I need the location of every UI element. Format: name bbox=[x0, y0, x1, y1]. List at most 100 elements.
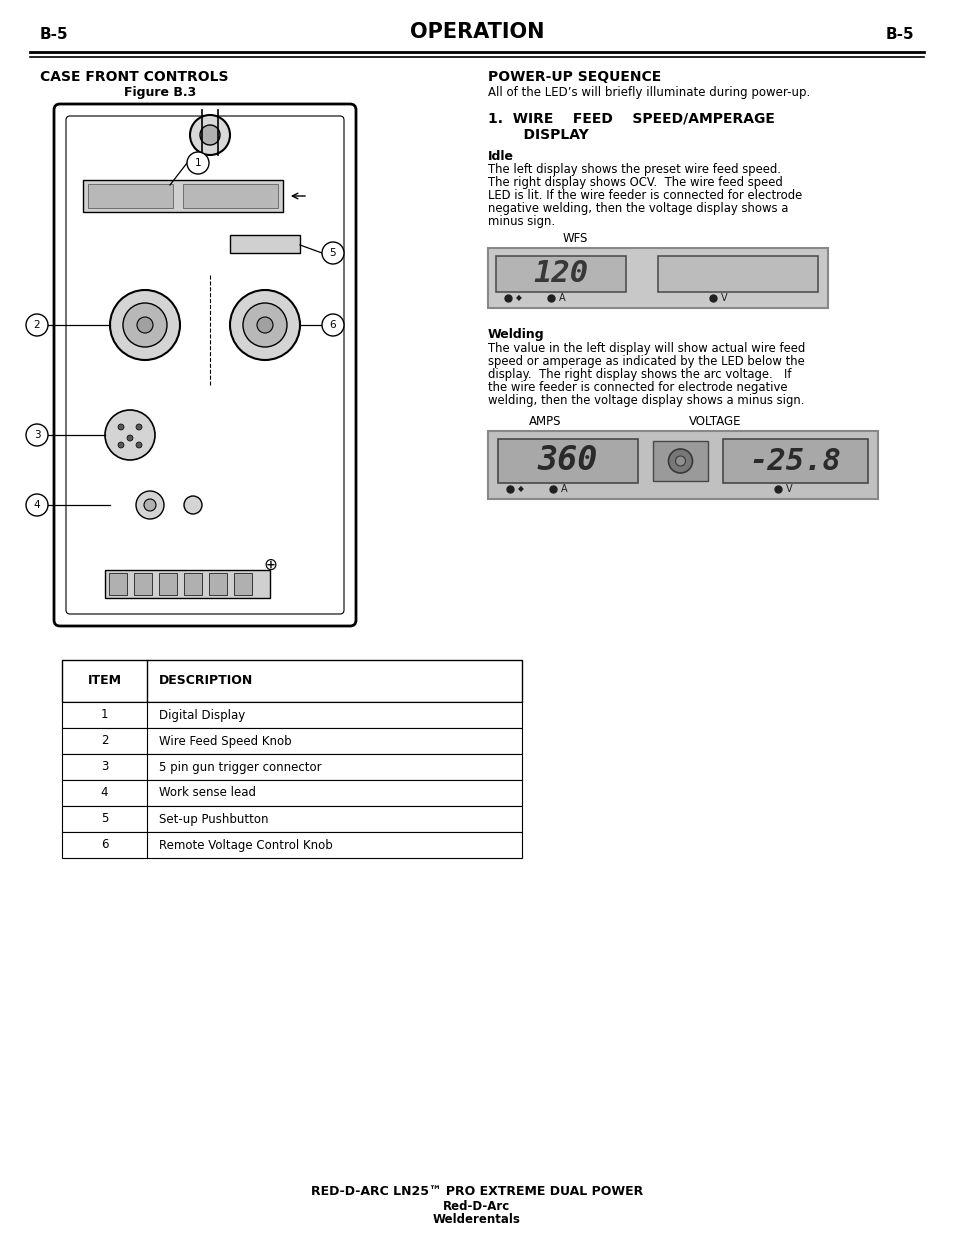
Text: AMPS: AMPS bbox=[528, 415, 560, 429]
Circle shape bbox=[322, 242, 344, 264]
FancyBboxPatch shape bbox=[54, 104, 355, 626]
Text: 1: 1 bbox=[101, 709, 108, 721]
Bar bbox=[230, 235, 299, 253]
Bar bbox=[209, 573, 227, 595]
Bar bbox=[488, 248, 827, 308]
Text: The left display shows the preset wire feed speed.: The left display shows the preset wire f… bbox=[488, 163, 781, 177]
Circle shape bbox=[322, 314, 344, 336]
Circle shape bbox=[136, 424, 142, 430]
Circle shape bbox=[256, 317, 273, 333]
Circle shape bbox=[136, 442, 142, 448]
Text: V: V bbox=[720, 293, 727, 303]
Text: 4: 4 bbox=[101, 787, 108, 799]
Bar bbox=[62, 832, 521, 858]
Circle shape bbox=[190, 115, 230, 156]
Text: B-5: B-5 bbox=[40, 27, 69, 42]
Circle shape bbox=[137, 317, 152, 333]
Bar bbox=[159, 573, 177, 595]
Circle shape bbox=[243, 303, 287, 347]
Text: The value in the left display will show actual wire feed: The value in the left display will show … bbox=[488, 342, 804, 354]
Text: 5 pin gun trigger connector: 5 pin gun trigger connector bbox=[159, 761, 321, 773]
Text: LED is lit. If the wire feeder is connected for electrode: LED is lit. If the wire feeder is connec… bbox=[488, 189, 801, 203]
Bar bbox=[233, 573, 252, 595]
Bar bbox=[83, 180, 283, 212]
Text: A: A bbox=[560, 484, 567, 494]
FancyBboxPatch shape bbox=[66, 116, 344, 614]
Bar bbox=[109, 573, 127, 595]
Text: ◆: ◆ bbox=[516, 294, 521, 303]
Text: RED-D-ARC LN25™ PRO EXTREME DUAL POWER: RED-D-ARC LN25™ PRO EXTREME DUAL POWER bbox=[311, 1186, 642, 1198]
Text: Red-D-Arc: Red-D-Arc bbox=[443, 1200, 510, 1213]
Bar bbox=[62, 727, 521, 755]
Circle shape bbox=[675, 456, 685, 466]
Circle shape bbox=[118, 424, 124, 430]
Text: WFS: WFS bbox=[561, 232, 587, 245]
Circle shape bbox=[144, 499, 156, 511]
Text: Figure B.3: Figure B.3 bbox=[124, 86, 196, 99]
Text: ◆: ◆ bbox=[517, 484, 523, 494]
Text: 3: 3 bbox=[33, 430, 40, 440]
Text: DISPLAY: DISPLAY bbox=[503, 128, 588, 142]
Bar bbox=[62, 755, 521, 781]
Circle shape bbox=[123, 303, 167, 347]
Text: 4: 4 bbox=[33, 500, 40, 510]
Text: B-5: B-5 bbox=[884, 27, 913, 42]
Circle shape bbox=[184, 496, 202, 514]
Text: Digital Display: Digital Display bbox=[159, 709, 245, 721]
Bar bbox=[658, 256, 817, 291]
Circle shape bbox=[127, 435, 132, 441]
Text: negative welding, then the voltage display shows a: negative welding, then the voltage displ… bbox=[488, 203, 787, 215]
Text: OPERATION: OPERATION bbox=[410, 22, 543, 42]
Text: V: V bbox=[785, 484, 792, 494]
Bar bbox=[184, 573, 202, 595]
Text: DESCRIPTION: DESCRIPTION bbox=[159, 674, 253, 688]
Bar bbox=[62, 781, 521, 806]
Text: 2: 2 bbox=[33, 320, 40, 330]
Text: 120: 120 bbox=[533, 259, 588, 289]
Text: All of the LED’s will briefly illuminate during power-up.: All of the LED’s will briefly illuminate… bbox=[488, 86, 809, 99]
Text: Welderentals: Welderentals bbox=[433, 1213, 520, 1226]
Text: 5: 5 bbox=[101, 813, 108, 825]
Text: VOLTAGE: VOLTAGE bbox=[688, 415, 740, 429]
Circle shape bbox=[105, 410, 154, 459]
Bar bbox=[62, 701, 521, 727]
Bar bbox=[488, 431, 877, 499]
Bar bbox=[652, 441, 707, 480]
Text: 6: 6 bbox=[330, 320, 336, 330]
Circle shape bbox=[118, 442, 124, 448]
Text: ITEM: ITEM bbox=[88, 674, 121, 688]
Circle shape bbox=[668, 450, 692, 473]
Text: 3: 3 bbox=[101, 761, 108, 773]
Circle shape bbox=[110, 290, 180, 359]
Bar bbox=[105, 571, 270, 598]
Bar bbox=[62, 806, 521, 832]
Text: 2: 2 bbox=[101, 735, 108, 747]
Circle shape bbox=[230, 290, 299, 359]
Circle shape bbox=[26, 424, 48, 446]
Text: CASE FRONT CONTROLS: CASE FRONT CONTROLS bbox=[40, 70, 229, 84]
Circle shape bbox=[136, 492, 164, 519]
Bar bbox=[133, 573, 152, 595]
Text: speed or amperage as indicated by the LED below the: speed or amperage as indicated by the LE… bbox=[488, 354, 804, 368]
Text: Wire Feed Speed Knob: Wire Feed Speed Knob bbox=[159, 735, 292, 747]
Text: Welding: Welding bbox=[488, 329, 544, 341]
Text: The right display shows OCV.  The wire feed speed: The right display shows OCV. The wire fe… bbox=[488, 177, 781, 189]
Text: -25.8: -25.8 bbox=[749, 447, 841, 475]
Text: Work sense lead: Work sense lead bbox=[159, 787, 255, 799]
Text: Idle: Idle bbox=[488, 149, 514, 163]
Bar bbox=[722, 438, 867, 483]
Text: Remote Voltage Control Knob: Remote Voltage Control Knob bbox=[159, 839, 333, 851]
Text: 1: 1 bbox=[194, 158, 201, 168]
Bar bbox=[496, 256, 625, 291]
Circle shape bbox=[187, 152, 209, 174]
Text: welding, then the voltage display shows a minus sign.: welding, then the voltage display shows … bbox=[488, 394, 803, 408]
Text: display.  The right display shows the arc voltage.   If: display. The right display shows the arc… bbox=[488, 368, 791, 382]
Bar bbox=[497, 438, 638, 483]
Text: 1.  WIRE    FEED    SPEED/AMPERAGE: 1. WIRE FEED SPEED/AMPERAGE bbox=[488, 112, 774, 126]
Text: Set-up Pushbutton: Set-up Pushbutton bbox=[159, 813, 268, 825]
Circle shape bbox=[200, 125, 220, 144]
Text: POWER-UP SEQUENCE: POWER-UP SEQUENCE bbox=[488, 70, 660, 84]
Text: the wire feeder is connected for electrode negative: the wire feeder is connected for electro… bbox=[488, 382, 786, 394]
Text: 360: 360 bbox=[537, 445, 598, 478]
Bar bbox=[88, 184, 172, 207]
